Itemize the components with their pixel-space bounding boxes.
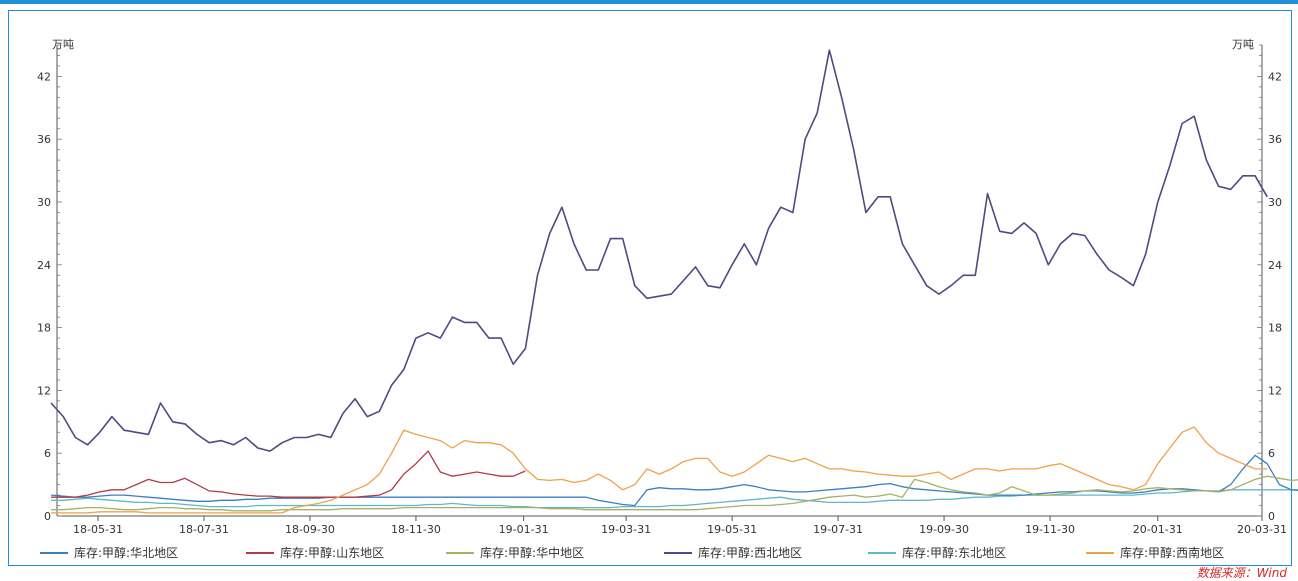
series-lines	[50, 49, 1298, 514]
x-tick-label: 20-03-31	[1237, 523, 1287, 536]
x-tick-label: 19-09-30	[919, 523, 969, 536]
x-tick-label: 18-09-30	[285, 523, 335, 536]
chart-frame	[8, 10, 1292, 566]
legend-label: 库存:甲醇:东北地区	[902, 545, 1006, 560]
right-axis-unit: 万吨	[1232, 38, 1254, 51]
y-tick-label-right: 12	[1268, 384, 1282, 397]
top-accent-bar	[0, 0, 1298, 4]
x-tick-label: 19-05-31	[707, 523, 757, 536]
data-source-label: 数据来源：Wind	[1197, 566, 1288, 580]
legend-label: 库存:甲醇:华中地区	[480, 545, 584, 560]
x-tick-label: 18-11-30	[391, 523, 441, 536]
y-tick-label-left: 18	[37, 322, 51, 335]
left-axis-unit: 万吨	[52, 38, 74, 51]
y-tick-label-left: 6	[44, 447, 51, 460]
series-line-2	[51, 450, 526, 498]
x-tick-label: 18-05-31	[73, 523, 123, 536]
x-tick-label: 20-01-31	[1133, 523, 1183, 536]
y-tick-label-left: 36	[37, 133, 51, 146]
y-tick-label-right: 24	[1268, 259, 1282, 272]
legend-label: 库存:甲醇:西北地区	[698, 545, 802, 560]
legend: 库存:甲醇:华北地区 库存:甲醇:山东地区 库存:甲醇:华中地区 库存:甲醇:西北地区…	[40, 545, 1224, 560]
y-tick-label-right: 42	[1268, 70, 1282, 83]
y-tick-label-right: 18	[1268, 322, 1282, 335]
x-tick-label: 18-07-31	[179, 523, 229, 536]
x-tick-label: 19-01-31	[499, 523, 549, 536]
y-tick-label-right: 30	[1268, 196, 1282, 209]
x-tick-label: 19-03-31	[601, 523, 651, 536]
y-tick-label-right: 0	[1268, 510, 1275, 523]
y-tick-label-left: 12	[37, 384, 51, 397]
y-tick-label-left: 24	[37, 259, 51, 272]
legend-label: 库存:甲醇:山东地区	[280, 545, 384, 560]
series-line-5	[51, 489, 1298, 509]
legend-label: 库存:甲醇:华北地区	[74, 545, 178, 560]
legend-label: 库存:甲醇:西南地区	[1120, 545, 1224, 560]
series-line-6	[51, 426, 1268, 514]
y-tick-label-left: 42	[37, 70, 51, 83]
x-tick-label: 19-11-30	[1025, 523, 1075, 536]
y-tick-label-right: 6	[1268, 447, 1275, 460]
axes: 0 0 6 6 12 12 18 18 24 24 30 30 36 36 42 42 18-05-31 18-0…	[37, 44, 1287, 536]
y-tick-label-left: 0	[44, 510, 51, 523]
series-line-1	[51, 454, 1298, 507]
y-tick-label-left: 30	[37, 196, 51, 209]
y-tick-label-right: 36	[1268, 133, 1282, 146]
series-line-3	[51, 475, 1298, 512]
series-line-4	[50, 49, 1268, 452]
x-tick-label: 19-07-31	[813, 523, 863, 536]
